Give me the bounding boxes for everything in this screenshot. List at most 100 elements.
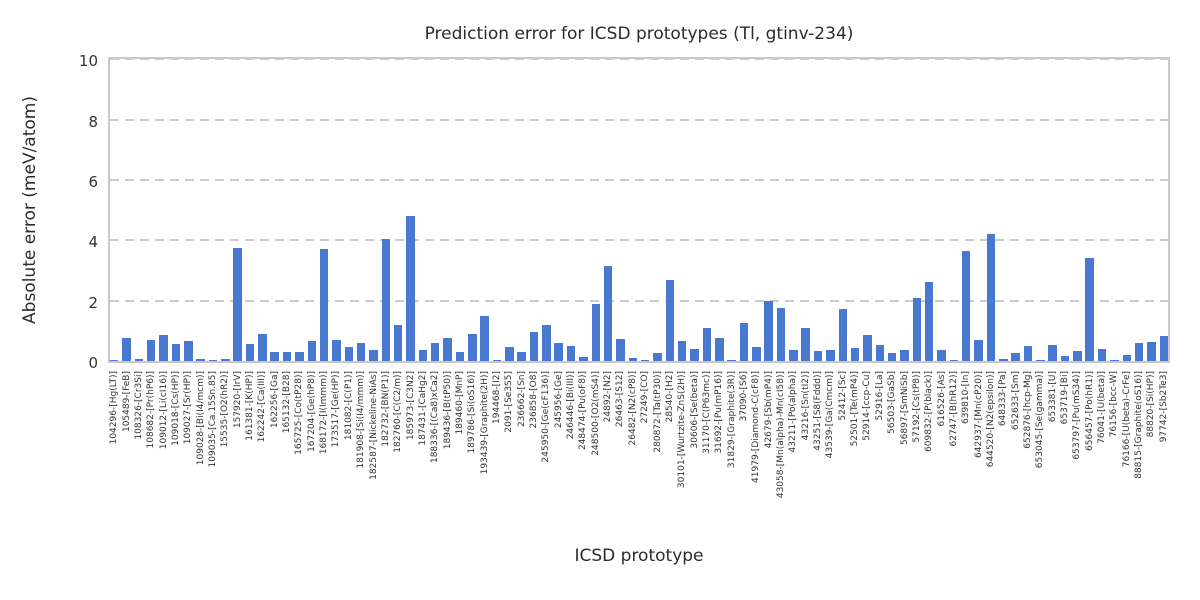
x-tick-label: 245956-[Ge] (553, 371, 564, 429)
bar (505, 347, 514, 361)
bar (109, 359, 119, 361)
y-axis-label: Absolute error (meV/atom) (20, 96, 40, 324)
bar (813, 351, 823, 361)
bar (727, 359, 736, 361)
x-tick-label: 648333-[Pa] (998, 371, 1009, 427)
x-tick-label: 31829-[Graphite(3R)] (726, 371, 737, 469)
bar (628, 357, 638, 361)
x-tick-label: 31692-[Pu(mP16)] (714, 371, 725, 454)
bar (1073, 351, 1082, 361)
bar (665, 279, 675, 361)
y-tick-label: 8 (88, 112, 98, 131)
bar (1085, 258, 1094, 361)
x-tick-label: 189460-[MnP] (454, 371, 465, 435)
y-tick-label: 6 (88, 172, 98, 191)
bar (690, 348, 699, 361)
bar (295, 351, 304, 361)
bar (1036, 360, 1045, 361)
x-tick-label: 31170-[C(P63mc)] (701, 371, 712, 454)
x-tick-label: 76041-[U(beta)] (1097, 371, 1108, 444)
bar (900, 350, 909, 361)
x-tick-label: 639810-[In] (961, 371, 972, 424)
x-tick-label: 656457-[Po(hR1)] (1084, 371, 1095, 451)
bar (393, 324, 403, 361)
x-tick-label: 162242-[Ca(III)] (257, 371, 268, 443)
x-tick-label: 28540-[H2] (664, 371, 675, 423)
bar (887, 352, 897, 361)
x-tick-label: 97742-[Sb2Te3] (1158, 371, 1169, 443)
bar (801, 327, 810, 361)
gridline (110, 299, 1168, 302)
x-tick-label: 653797-[Pu(mS34)] (1072, 371, 1083, 460)
bar (961, 250, 971, 361)
gridline (110, 118, 1168, 121)
bar (307, 341, 316, 361)
bar (579, 357, 588, 361)
x-tick-label: 43539-[Ga(Cmcm)] (825, 371, 836, 459)
x-tick-label: 43251-[S8(Fddd)] (813, 371, 824, 451)
bar (1097, 348, 1107, 361)
x-tick-label: 642937-[Mn(cP20)] (973, 371, 984, 458)
bar (554, 342, 563, 361)
chart-title: Prediction error for ICSD prototypes (Tl… (424, 24, 854, 44)
bar (381, 238, 391, 361)
bar (1011, 352, 1020, 361)
bar (430, 342, 440, 361)
bar (184, 341, 193, 361)
x-tick-label: 30606-[Se(beta)] (689, 371, 700, 449)
bar (986, 234, 996, 361)
bar (418, 350, 428, 361)
x-tick-label: 616526-[As] (936, 371, 947, 427)
bar (233, 247, 242, 361)
bar (171, 344, 181, 361)
x-tick-label: 62747-[B(hR12)] (948, 371, 959, 447)
x-tick-label: 165132-[B28] (282, 371, 293, 434)
bar (764, 300, 773, 361)
x-tick-label: 165725-[Co(tP28)] (294, 371, 305, 455)
x-tick-label: 161381-[K(HP)] (245, 371, 255, 441)
x-tick-label: 189436-[B(tP50)] (442, 371, 453, 450)
bar (196, 358, 205, 361)
x-tick-label: 41979-[Diamond-C(cF8)] (751, 371, 762, 483)
x-tick-label: 109028-[Bi(I4/mcm)] (195, 371, 206, 466)
x-tick-label: 168172-[I(Immm)] (319, 371, 330, 455)
x-tick-label: 52501-[Te(mP4)] (850, 371, 861, 447)
x-tick-label: 181908-[Si(I4/mmm)] (356, 371, 367, 469)
bar (319, 249, 329, 361)
bar (999, 358, 1008, 361)
bar (480, 315, 489, 361)
x-tick-label: 236662-[Sn] (516, 371, 527, 428)
x-tick-label: 157920-[IrV] (232, 371, 243, 429)
bar (270, 351, 279, 361)
y-tick-label: 0 (88, 354, 98, 372)
bar (455, 351, 465, 361)
bar (640, 360, 650, 361)
bar (443, 338, 452, 361)
x-tick-label: 108326-[Cr3Si] (133, 371, 144, 440)
x-tick-label: 88815-[Graphite(oS16)] (1134, 371, 1145, 479)
bar (221, 358, 230, 361)
x-tick-label: 52914-[ccp-Cu] (862, 371, 873, 441)
x-tick-label: 245950-[Ge(cF136)] (541, 371, 552, 463)
bar (122, 338, 131, 361)
bar (245, 344, 255, 361)
bar (208, 360, 218, 361)
bar (1122, 354, 1132, 361)
bar (603, 265, 613, 361)
x-tick-label: 104296-[Hg(LT)] (109, 371, 120, 445)
bar (715, 337, 724, 361)
bar (159, 335, 168, 361)
x-tick-label: 182732-[BN(P1)] (380, 371, 391, 447)
x-tick-label: 652876-[hcp-Mg] (1022, 371, 1033, 449)
x-tick-label: 193439-[Graphite(2H)] (479, 371, 490, 475)
x-tick-label: 609832-[P(black)] (924, 371, 935, 452)
x-tick-label: 182760-[C(C2/m)] (393, 371, 404, 453)
x-tick-label: 52916-[La] (874, 371, 885, 421)
bar (1159, 335, 1169, 361)
x-tick-label: 162256-[Ga] (269, 371, 280, 429)
bar (752, 346, 761, 361)
x-tick-label: 2091-[Se3S5] (504, 371, 515, 433)
x-tick-label: 248500-[O2(mS4)] (590, 371, 601, 456)
bar (1023, 345, 1033, 361)
